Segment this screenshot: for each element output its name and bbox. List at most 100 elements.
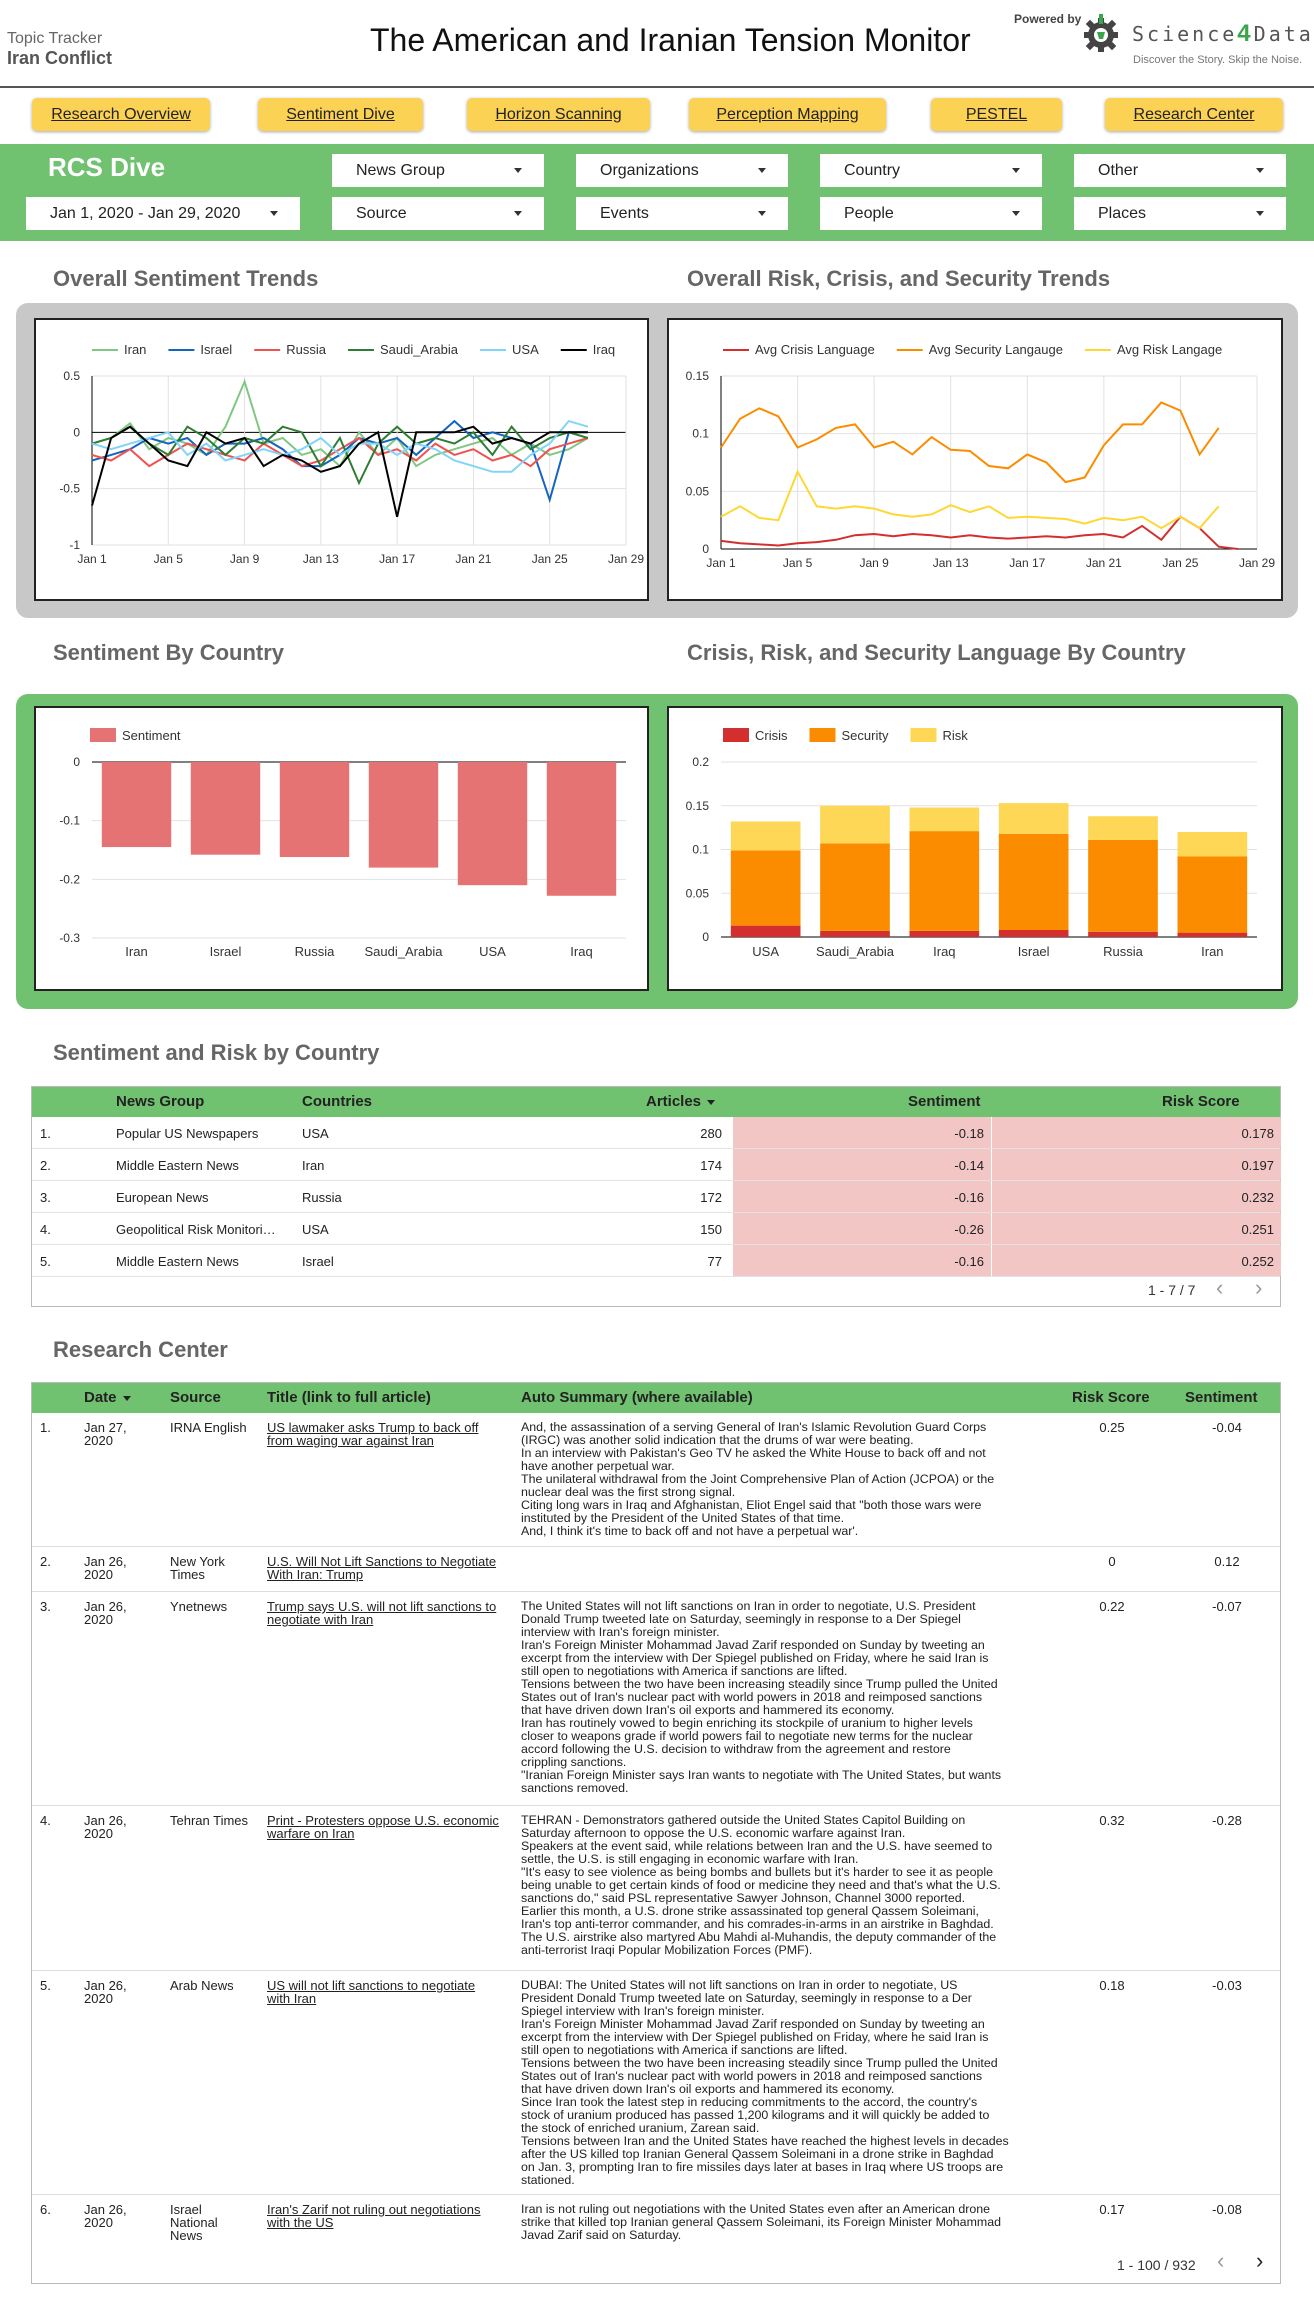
x-tick-label: Jan 17 (379, 552, 415, 566)
legend-swatch (90, 728, 116, 742)
table-row[interactable]: 3. European News Russia 172 -0.16 0.232 (32, 1181, 1281, 1213)
bar-segment (998, 803, 1069, 834)
column-header-source[interactable]: Source (170, 1389, 221, 1406)
series-line (720, 401, 1220, 484)
article-row[interactable]: 5. Jan 26, 2020 Arab News US will not lift … (32, 1971, 1280, 2195)
filter-country[interactable]: Country (820, 154, 1042, 187)
article-title-link[interactable]: U.S. Will Not Lift Sanctions to Negotiat… (267, 1554, 497, 1582)
legend-entry: Avg Risk Langage (1117, 342, 1222, 357)
article-row[interactable]: 2. Jan 26, 2020 New York Times U.S. Will No… (32, 1547, 1280, 1592)
table-row[interactable]: 5. Middle Eastern News Israel 77 -0.16 0.252 (32, 1245, 1281, 1277)
country-table-header: News Group Countries Articles Sentiment … (32, 1087, 1280, 1117)
nav-horizon-scanning[interactable]: Horizon Scanning (467, 98, 650, 131)
x-tick-label: Jan 25 (1162, 556, 1198, 570)
article-row[interactable]: 3. Jan 26, 2020 Ynetnews Trump says U.S. wi… (32, 1592, 1280, 1806)
bar-segment (909, 831, 980, 931)
chevron-right-icon[interactable]: › (1255, 1275, 1263, 1300)
sentiment-cell: -0.04 (1212, 1420, 1242, 1435)
series-line (91, 419, 589, 473)
sentiment-cell-bg (733, 1117, 991, 1148)
nav-research-center[interactable]: Research Center (1105, 98, 1283, 131)
x-tick-label: Israel (1018, 944, 1050, 959)
sentiment-cell: 0.12 (1214, 1554, 1240, 1569)
brand-tagline: Discover the Story. Skip the Noise. (1133, 54, 1303, 66)
filter-news-group[interactable]: News Group (332, 154, 544, 187)
column-header-articles[interactable]: Articles (646, 1093, 716, 1110)
bar-segment (1088, 839, 1158, 932)
article-title-link[interactable]: Iran's Zarif not ruling out negotiations… (267, 2202, 481, 2230)
y-tick-label: 0 (73, 755, 80, 769)
column-header-auto-summary[interactable]: Auto Summary (where available) (521, 1389, 753, 1406)
x-tick-label: Jan 29 (608, 552, 644, 566)
row-number: 4. (40, 1222, 51, 1237)
filter-other[interactable]: Other (1074, 154, 1286, 187)
column-header-date[interactable]: Date (84, 1389, 131, 1406)
x-tick-label: Jan 17 (1009, 556, 1045, 570)
date-range-picker[interactable]: Jan 1, 2020 - Jan 29, 2020 (26, 197, 300, 230)
sentiment-cell-bg (733, 1149, 991, 1180)
article-title-link[interactable]: Trump says U.S. will not lift sanctions … (267, 1599, 497, 1627)
country-cell: Russia (302, 1190, 342, 1205)
risk-score-cell: 0.232 (1241, 1190, 1274, 1205)
article-title-link[interactable]: US lawmaker asks Trump to back off from … (267, 1420, 479, 1448)
chevron-left-icon[interactable]: ‹ (1217, 2248, 1225, 2273)
nav-research-overview[interactable]: Research Overview (32, 98, 210, 131)
sentiment-cell-bg (733, 1245, 991, 1276)
bar-segment (820, 805, 890, 844)
sentiment-cell: -0.16 (954, 1190, 984, 1205)
nav-pestel[interactable]: PESTEL (931, 98, 1062, 131)
article-title-link[interactable]: Print - Protesters oppose U.S. economic … (267, 1813, 499, 1841)
legend-entry: Russia (286, 342, 327, 357)
filter-events[interactable]: Events (576, 197, 788, 230)
filter-people[interactable]: People (820, 197, 1042, 230)
row-number: 2. (40, 1158, 51, 1173)
nav-perception-mapping[interactable]: Perception Mapping (689, 98, 886, 131)
sentiment-cell: -0.26 (954, 1222, 984, 1237)
column-header-sentiment[interactable]: Sentiment (908, 1093, 981, 1110)
column-header-sentiment[interactable]: Sentiment (1185, 1389, 1258, 1406)
table-row[interactable]: 4. Geopolitical Risk Monitori… USA 150 -0.26… (32, 1213, 1281, 1245)
nav-sentiment-dive[interactable]: Sentiment Dive (258, 98, 423, 131)
bar-segment (909, 930, 980, 937)
column-header-news-group[interactable]: News Group (116, 1093, 205, 1110)
sentiment-cell: -0.28 (1212, 1813, 1242, 1828)
x-tick-label: Jan 21 (455, 552, 491, 566)
x-tick-label: Saudi_Arabia (816, 944, 895, 959)
row-number: 4. (40, 1813, 51, 1828)
column-header-title[interactable]: Title (link to full article) (267, 1389, 431, 1406)
page-title: The American and Iranian Tension Monitor (370, 22, 971, 58)
bar (457, 762, 528, 886)
chevron-right-icon[interactable]: › (1256, 2248, 1264, 2273)
bar-segment (1177, 856, 1248, 933)
y-tick-label: 0 (73, 425, 80, 439)
filter-places[interactable]: Places (1074, 197, 1286, 230)
series-line (720, 515, 1239, 550)
news-group-cell: European News (116, 1190, 209, 1205)
article-row[interactable]: 4. Jan 26, 2020 Tehran Times Print - Protes… (32, 1806, 1280, 1971)
column-header-risk-score[interactable]: Risk Score (1072, 1389, 1150, 1406)
legend-entry: Avg Crisis Language (755, 342, 875, 357)
column-header-countries[interactable]: Countries (302, 1093, 373, 1110)
x-tick-label: USA (752, 944, 779, 959)
y-tick-label: -1 (69, 538, 80, 552)
x-tick-label: Iraq (933, 944, 955, 959)
filter-source[interactable]: Source (332, 197, 544, 230)
article-row[interactable]: 1. Jan 27, 2020 IRNA English US lawmaker as… (32, 1413, 1280, 1547)
row-number: 5. (40, 1254, 51, 1269)
chevron-left-icon[interactable]: ‹ (1216, 1275, 1224, 1300)
table-row[interactable]: 2. Middle Eastern News Iran 174 -0.14 0.197 (32, 1149, 1281, 1181)
date-cell: Jan 26, 2020 (84, 1813, 127, 1841)
article-title-link[interactable]: US will not lift sanctions to negotiate … (267, 1978, 476, 2006)
filter-organizations[interactable]: Organizations (576, 154, 788, 187)
table-row[interactable]: 1. Popular US Newspapers USA 280 -0.18 0.178 (32, 1117, 1281, 1149)
column-header-risk-score[interactable]: Risk Score (1162, 1093, 1240, 1110)
y-tick-label: -0.2 (59, 872, 80, 886)
topic-kicker: Topic Tracker (7, 30, 103, 47)
date-cell: Jan 26, 2020 (84, 1554, 127, 1582)
x-tick-label: Russia (1103, 944, 1144, 959)
x-tick-label: Jan 29 (1239, 556, 1275, 570)
sentiment-cell: -0.16 (954, 1254, 984, 1269)
x-tick-label: Iran (1201, 944, 1223, 959)
bar-segment (820, 930, 890, 937)
sentiment-cell-bg (733, 1181, 991, 1212)
